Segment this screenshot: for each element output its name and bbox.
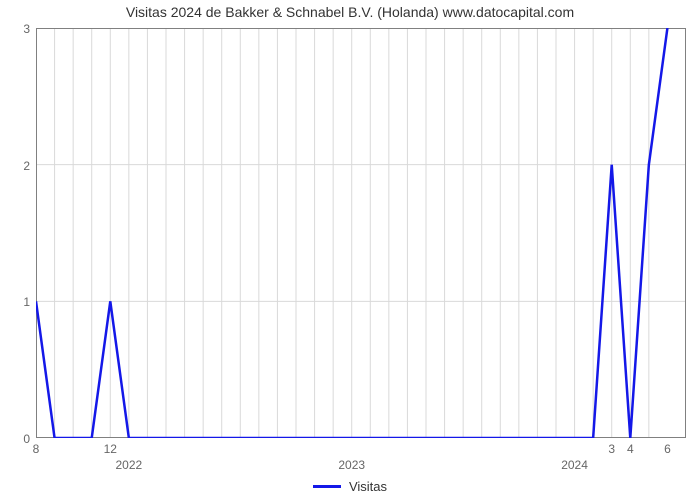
- legend: Visitas: [0, 475, 700, 494]
- x-tick-label: 6: [664, 442, 671, 456]
- x-year-label: 2022: [115, 458, 142, 472]
- x-tick-label: 8: [33, 442, 40, 456]
- visits-line-chart: Visitas 2024 de Bakker & Schnabel B.V. (…: [0, 0, 700, 500]
- legend-item-visitas: Visitas: [313, 479, 387, 494]
- x-year-label: 2024: [561, 458, 588, 472]
- plot-area: [36, 28, 686, 438]
- y-tick-label: 0: [23, 432, 30, 446]
- y-tick-label: 2: [23, 159, 30, 173]
- x-tick-label: 4: [627, 442, 634, 456]
- legend-label: Visitas: [349, 479, 387, 494]
- x-tick-label: 3: [608, 442, 615, 456]
- x-tick-label: 12: [104, 442, 117, 456]
- y-tick-label: 1: [23, 295, 30, 309]
- chart-title: Visitas 2024 de Bakker & Schnabel B.V. (…: [0, 4, 700, 20]
- x-year-label: 2023: [338, 458, 365, 472]
- y-tick-label: 3: [23, 22, 30, 36]
- legend-swatch: [313, 485, 341, 488]
